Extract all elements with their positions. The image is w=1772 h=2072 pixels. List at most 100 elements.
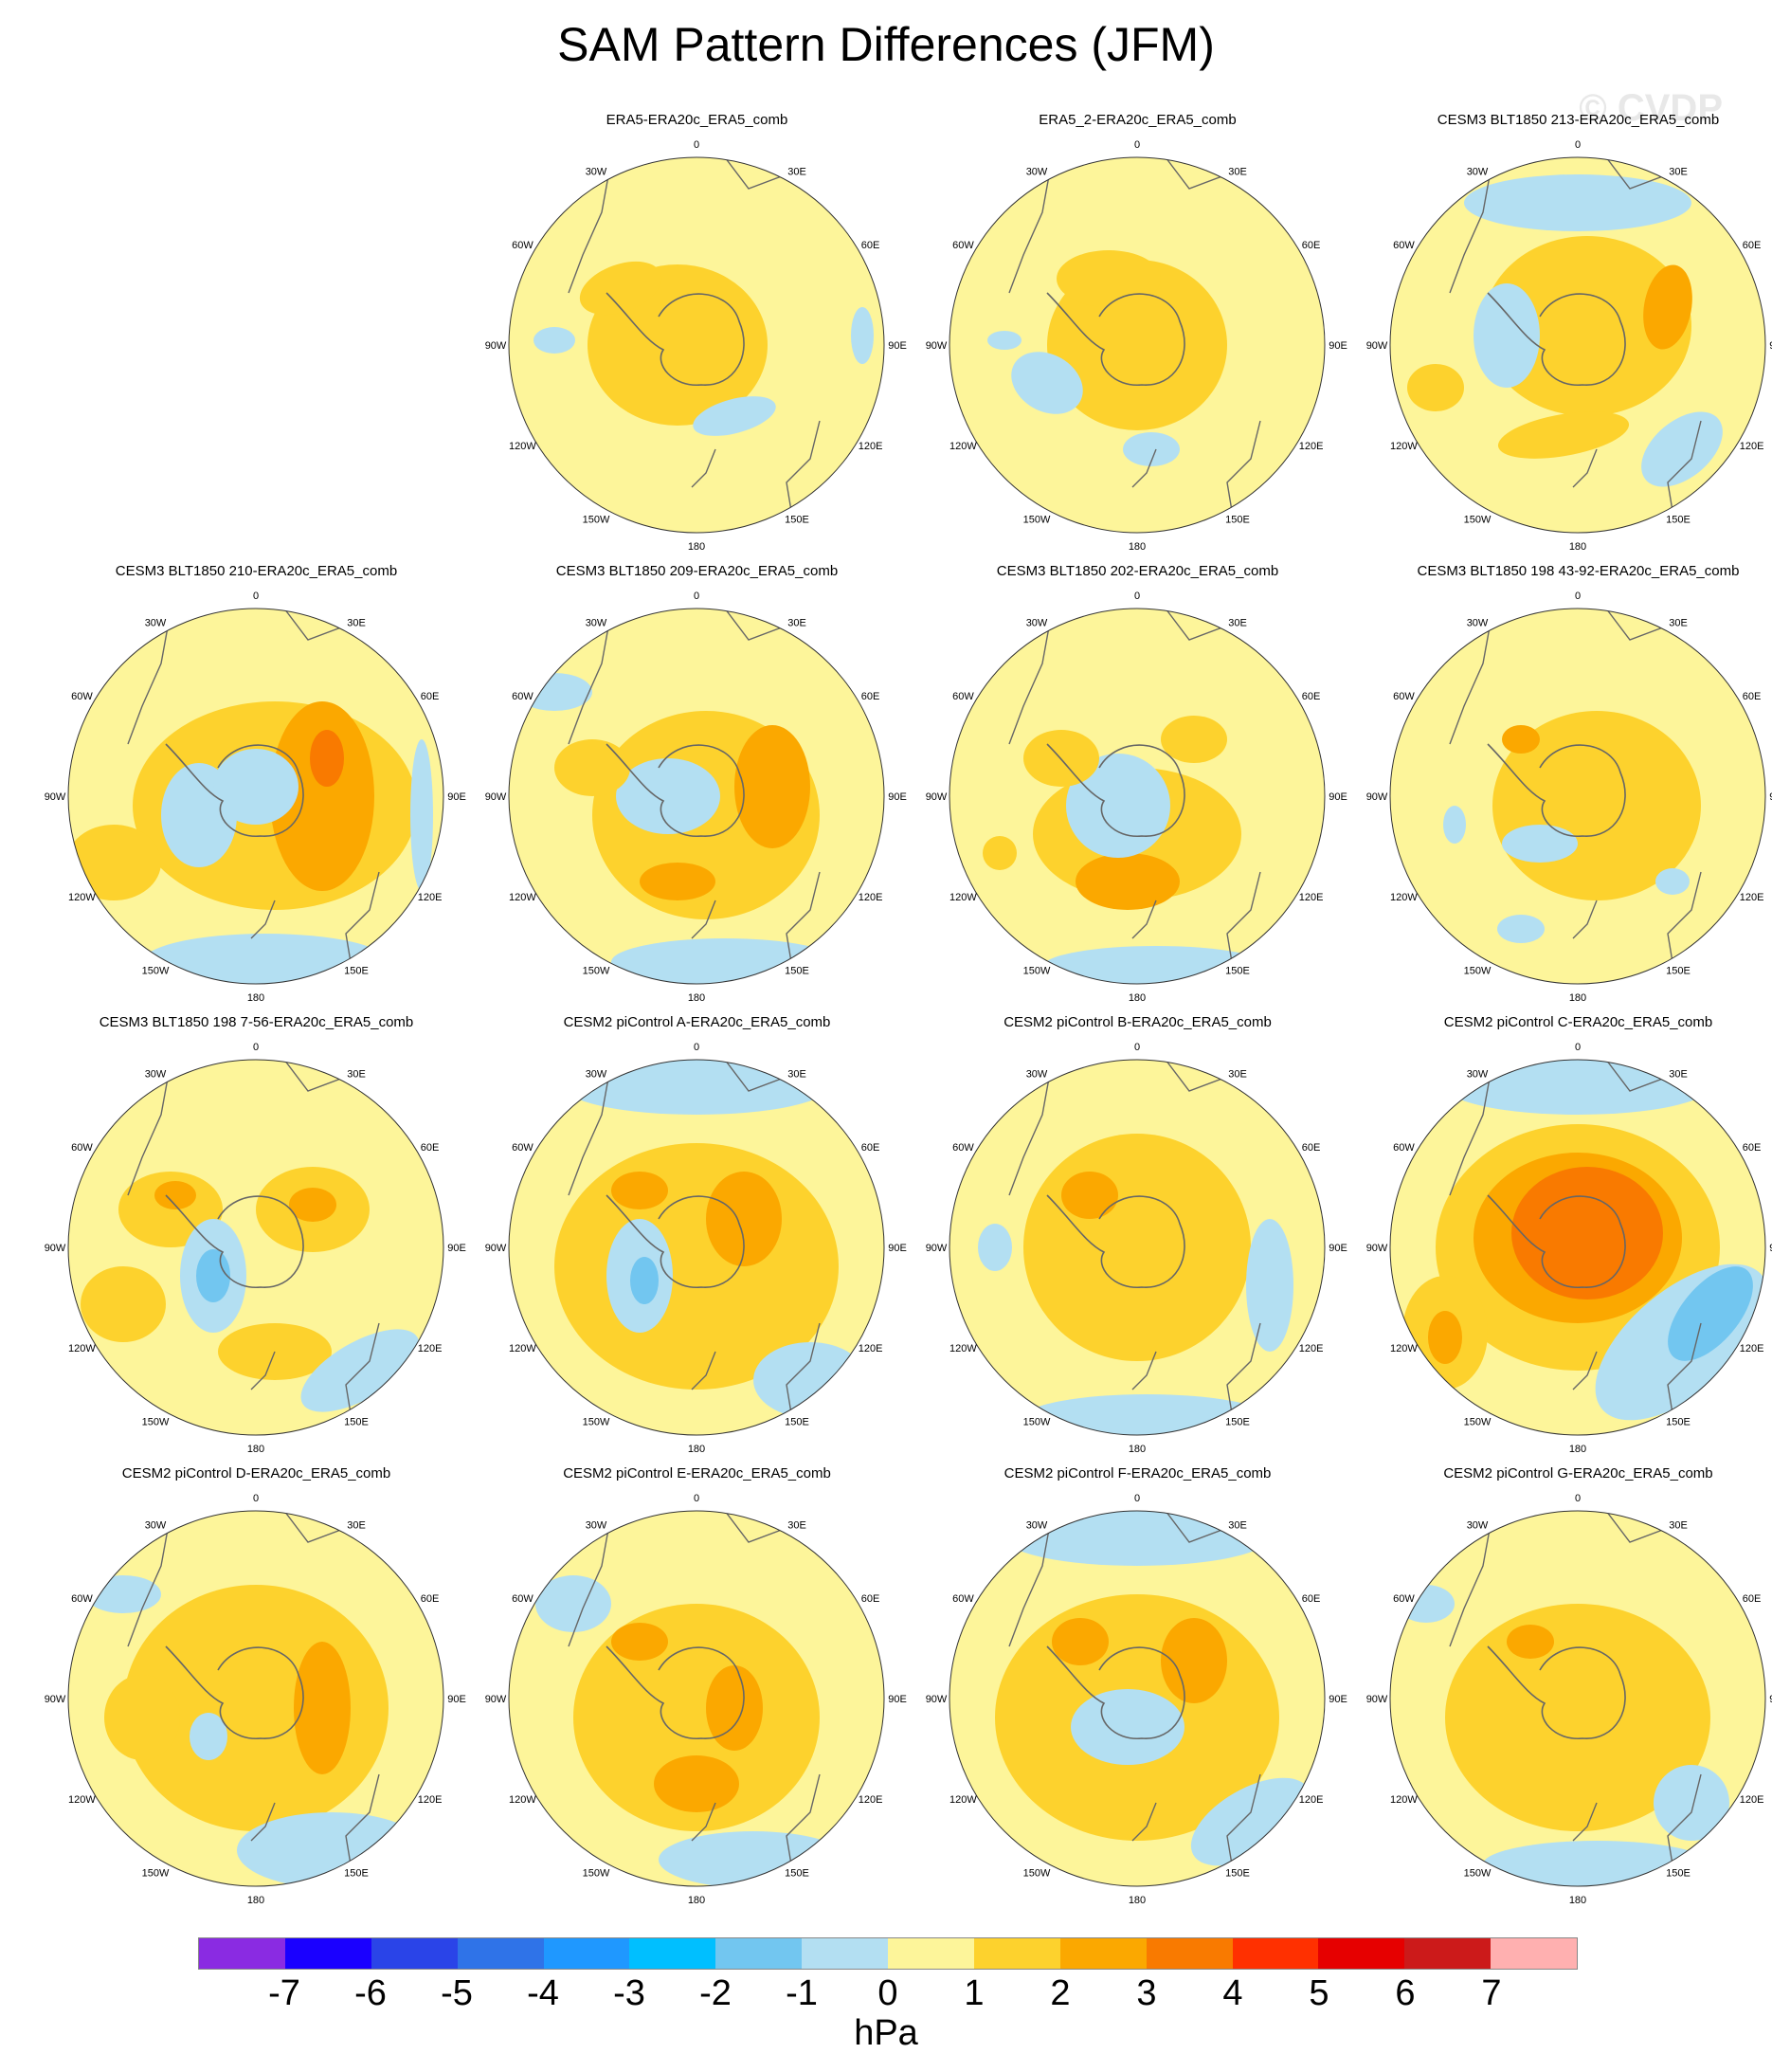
positive-anomaly-contour [554,739,630,796]
longitude-label: 30E [347,1519,366,1531]
positive-anomaly-contour [1445,1604,1710,1831]
longitude-label: 60W [952,1593,974,1605]
longitude-label: 150W [583,515,610,526]
antarctica-coastline [165,743,304,837]
colorbar-units: hPa [854,2013,918,2053]
south-america-coastline [568,610,612,745]
map-panel: CESM3 BLT1850 198 43-92-ERA20c_ERA5_comb… [1358,563,1772,1013]
map-panel: CESM3 BLT1850 198 7-56-ERA20c_ERA5_comb 0… [36,1014,477,1464]
africa-coastline [1605,1060,1669,1092]
longitude-label: 150E [785,966,809,977]
longitude-label: 60W [71,1142,93,1154]
longitude-label: 0 [1575,591,1581,602]
polar-map: 0 30E 60E 90E 120E 150E 180 150W 120W 90W 60W 30W [926,591,1347,1004]
positive-anomaly-contour [294,1642,351,1774]
panel-title: CESM3 BLT1850 213-ERA20c_ERA5_comb [1437,112,1720,128]
longitude-label: 60E [1743,1142,1762,1154]
south-america-coastline [127,1513,172,1647]
south-america-coastline [568,1062,612,1196]
antarctica-coastline [606,1645,745,1739]
africa-coastline [1605,157,1669,190]
africa-coastline [724,1060,787,1092]
panel-title: CESM3 BLT1850 202-ERA20c_ERA5_comb [996,563,1279,579]
antarctica-coastline [1046,1194,1185,1288]
positive-anomaly-contour [706,1665,763,1751]
longitude-label: 90E [888,340,907,352]
longitude-label: 150W [142,1868,170,1880]
longitude-label: 30W [586,1519,607,1531]
longitude-label: 150E [785,1868,809,1880]
africa-coastline [724,609,787,641]
longitude-label: 120E [1299,892,1324,903]
longitude-label: 30W [1026,617,1048,628]
longitude-label: 60W [1393,240,1415,251]
colorbar-swatch [371,1938,458,1969]
positive-anomaly-contour [1061,1172,1118,1219]
positive-anomaly-contour [1052,1618,1109,1665]
longitude-label: 60E [421,1593,440,1605]
south-america-coastline [1008,1062,1053,1196]
longitude-label: 60E [1743,240,1762,251]
longitude-label: 30W [145,1068,167,1080]
longitude-label: 180 [688,1895,705,1906]
polar-map: 0 30E 60E 90E 120E 150E 180 150W 120W 90W 60W 30W [926,1042,1347,1455]
positive-anomaly-contour [1407,364,1464,411]
positive-anomaly-contour [1643,264,1692,350]
longitude-label: 120E [859,441,883,452]
map-border [67,1059,444,1436]
longitude-label: 30E [1669,617,1688,628]
colorbar-swatch [888,1938,974,1969]
negative-anomaly-contour [1655,868,1690,895]
longitude-label: 120W [1390,1794,1418,1806]
longitude-label: 0 [1134,591,1140,602]
negative-anomaly-contour [85,1575,161,1613]
longitude-label: 30E [1228,617,1247,628]
longitude-label: 0 [253,1493,259,1504]
south-america-coastline [568,1513,612,1647]
africa-coastline [283,1060,347,1092]
longitude-label: 90W [485,791,507,803]
longitude-label: 0 [1134,1042,1140,1053]
negative-anomaly-contour [533,327,575,354]
map-border [1389,156,1766,534]
longitude-label: 150W [142,966,170,977]
longitude-label: 30E [1669,1068,1688,1080]
south-america-coastline [568,159,612,294]
negative-anomaly-contour [693,396,776,436]
longitude-label: 90E [888,1243,907,1254]
colorbar-swatch [715,1938,803,1969]
longitude-label: 150E [1666,1417,1691,1428]
longitude-label: 180 [1569,992,1586,1004]
polar-map: 0 30E 60E 90E 120E 150E 180 150W 120W 90W 60W 30W [485,591,907,1004]
polar-map: 0 30E 60E 90E 120E 150E 180 150W 120W 90W 60W 30W [1366,591,1772,1004]
map-panel: CESM3 BLT1850 209-ERA20c_ERA5_comb 0 30E 60… [477,563,917,1013]
colorbar-swatch [543,1938,630,1969]
longitude-label: 120E [418,1343,443,1354]
polar-map: 0 30E 60E 90E 120E 150E 180 150W 120W 90W 60W 30W [1366,139,1772,553]
negative-anomaly-contour [987,331,1022,350]
positive-anomaly-contour [611,1623,668,1661]
longitude-label: 30E [787,1068,806,1080]
longitude-label: 90E [1329,1694,1347,1705]
longitude-label: 150E [1225,1868,1250,1880]
longitude-label: 90E [1769,791,1772,803]
longitude-label: 120E [1740,1343,1764,1354]
negative-anomaly-contour [611,938,839,984]
longitude-label: 150W [583,966,610,977]
south-america-coastline [1008,1513,1053,1647]
longitude-label: 180 [688,992,705,1004]
map-border [508,156,885,534]
negative-anomaly-contour [410,739,433,891]
colorbar-swatch [802,1938,888,1969]
polar-map: 0 30E 60E 90E 120E 150E 180 150W 120W 90W 60W 30W [45,591,466,1004]
map-border [67,608,444,985]
longitude-label: 120E [1299,1343,1324,1354]
negative-anomaly-contour [753,1342,867,1418]
colorbar-swatch [1059,1938,1147,1969]
longitude-label: 120E [1740,892,1764,903]
map-panel: CESM2 piControl D-ERA20c_ERA5_comb 0 30E 60… [36,1465,477,1916]
longitude-label: 30W [145,1519,167,1531]
longitude-label: 0 [1575,139,1581,151]
longitude-label: 90E [1329,791,1347,803]
longitude-label: 60W [1393,1142,1415,1154]
